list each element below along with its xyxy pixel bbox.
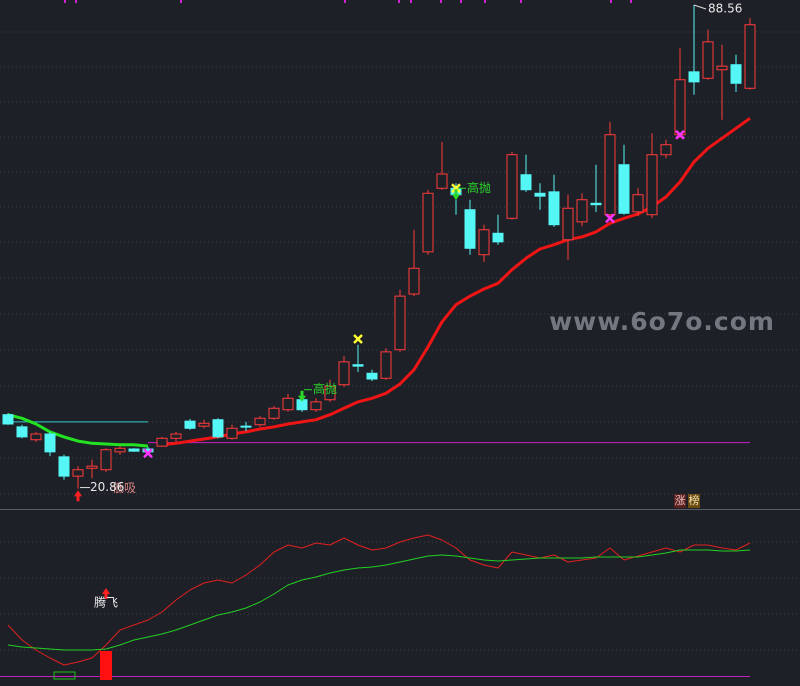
watermark: www.6o7o.com xyxy=(549,307,775,336)
annotation-arrow xyxy=(452,189,460,201)
signal-cross xyxy=(605,213,615,224)
candle-body xyxy=(436,173,448,189)
candle-body xyxy=(716,65,728,71)
indicator-box xyxy=(53,671,76,680)
candle-body xyxy=(170,433,182,439)
tick xyxy=(630,0,632,3)
candle-body xyxy=(618,164,630,214)
candle-body xyxy=(100,449,112,471)
candle-body xyxy=(534,192,546,197)
signal-cross xyxy=(353,334,363,344)
candle-body xyxy=(590,202,602,206)
candle-body xyxy=(268,407,280,419)
annotation: 腾飞 xyxy=(94,595,118,610)
signal-cross xyxy=(451,183,461,194)
top-ticks xyxy=(64,0,632,3)
candle-body xyxy=(324,385,336,401)
annotation: 低吸 xyxy=(112,481,136,495)
tick xyxy=(440,0,442,3)
candle-body xyxy=(184,420,196,429)
tick xyxy=(180,0,182,3)
annotation: 高抛 xyxy=(467,180,491,195)
annotation-arrow xyxy=(102,588,110,599)
tick xyxy=(398,0,400,3)
candle-body xyxy=(422,192,434,253)
candle-body xyxy=(44,433,56,453)
signal-bar xyxy=(100,651,112,680)
candle-body xyxy=(72,469,84,477)
candle-body xyxy=(30,433,42,441)
candle-body xyxy=(198,422,210,427)
candle-body xyxy=(310,401,322,411)
candle-body xyxy=(338,361,350,386)
candle-body xyxy=(478,229,490,256)
tick xyxy=(610,0,612,3)
tick xyxy=(410,0,412,3)
candle-body xyxy=(156,437,168,447)
max-label: 88.56 xyxy=(708,2,742,16)
min-label: 20.86 xyxy=(90,480,124,494)
badge: 涨 xyxy=(675,494,686,507)
candle-body xyxy=(212,419,224,438)
tick xyxy=(344,0,346,3)
candle-body xyxy=(16,426,28,438)
badge-box xyxy=(688,494,700,508)
candle-body xyxy=(282,397,294,411)
tick xyxy=(520,0,522,3)
tick xyxy=(460,0,462,3)
candle-body xyxy=(58,456,70,477)
candle-body xyxy=(576,199,588,223)
annotation-arrow xyxy=(74,490,82,502)
candle-body xyxy=(86,465,98,469)
candle-body xyxy=(562,207,574,241)
tick xyxy=(64,0,66,3)
candle-body xyxy=(730,64,742,84)
candle-body xyxy=(114,447,126,453)
candle-body xyxy=(660,144,672,156)
candle-body xyxy=(464,209,476,249)
badge-box xyxy=(674,494,686,508)
max-leader xyxy=(693,4,707,10)
line xyxy=(7,534,751,666)
candle-body xyxy=(128,448,140,452)
candle-body xyxy=(702,41,714,79)
candle-body xyxy=(506,154,518,219)
candle-body xyxy=(254,417,266,426)
candle-body xyxy=(380,351,392,379)
candle-body xyxy=(366,372,378,380)
candle-body xyxy=(240,425,252,428)
candle-body xyxy=(352,364,364,367)
candle-body xyxy=(394,295,406,351)
candle-body xyxy=(632,194,644,213)
candle-body xyxy=(688,71,700,83)
candle-body xyxy=(408,267,420,295)
tick xyxy=(484,0,486,3)
candle-body xyxy=(604,134,616,216)
candle-body xyxy=(744,24,756,89)
candle-body xyxy=(226,427,238,439)
candle-body xyxy=(674,79,686,136)
line xyxy=(7,413,149,448)
tick xyxy=(75,0,77,3)
candle-body xyxy=(2,414,14,425)
candle-body xyxy=(646,154,658,216)
candle-body xyxy=(520,174,532,191)
signal-cross xyxy=(143,448,153,459)
line xyxy=(7,549,751,651)
badge: 榜 xyxy=(689,493,700,507)
candle-body xyxy=(492,232,504,243)
annotation-arrow xyxy=(298,390,306,402)
signal-cross xyxy=(675,129,685,140)
annotation: 高抛 xyxy=(313,381,337,396)
candle-body xyxy=(548,191,560,226)
